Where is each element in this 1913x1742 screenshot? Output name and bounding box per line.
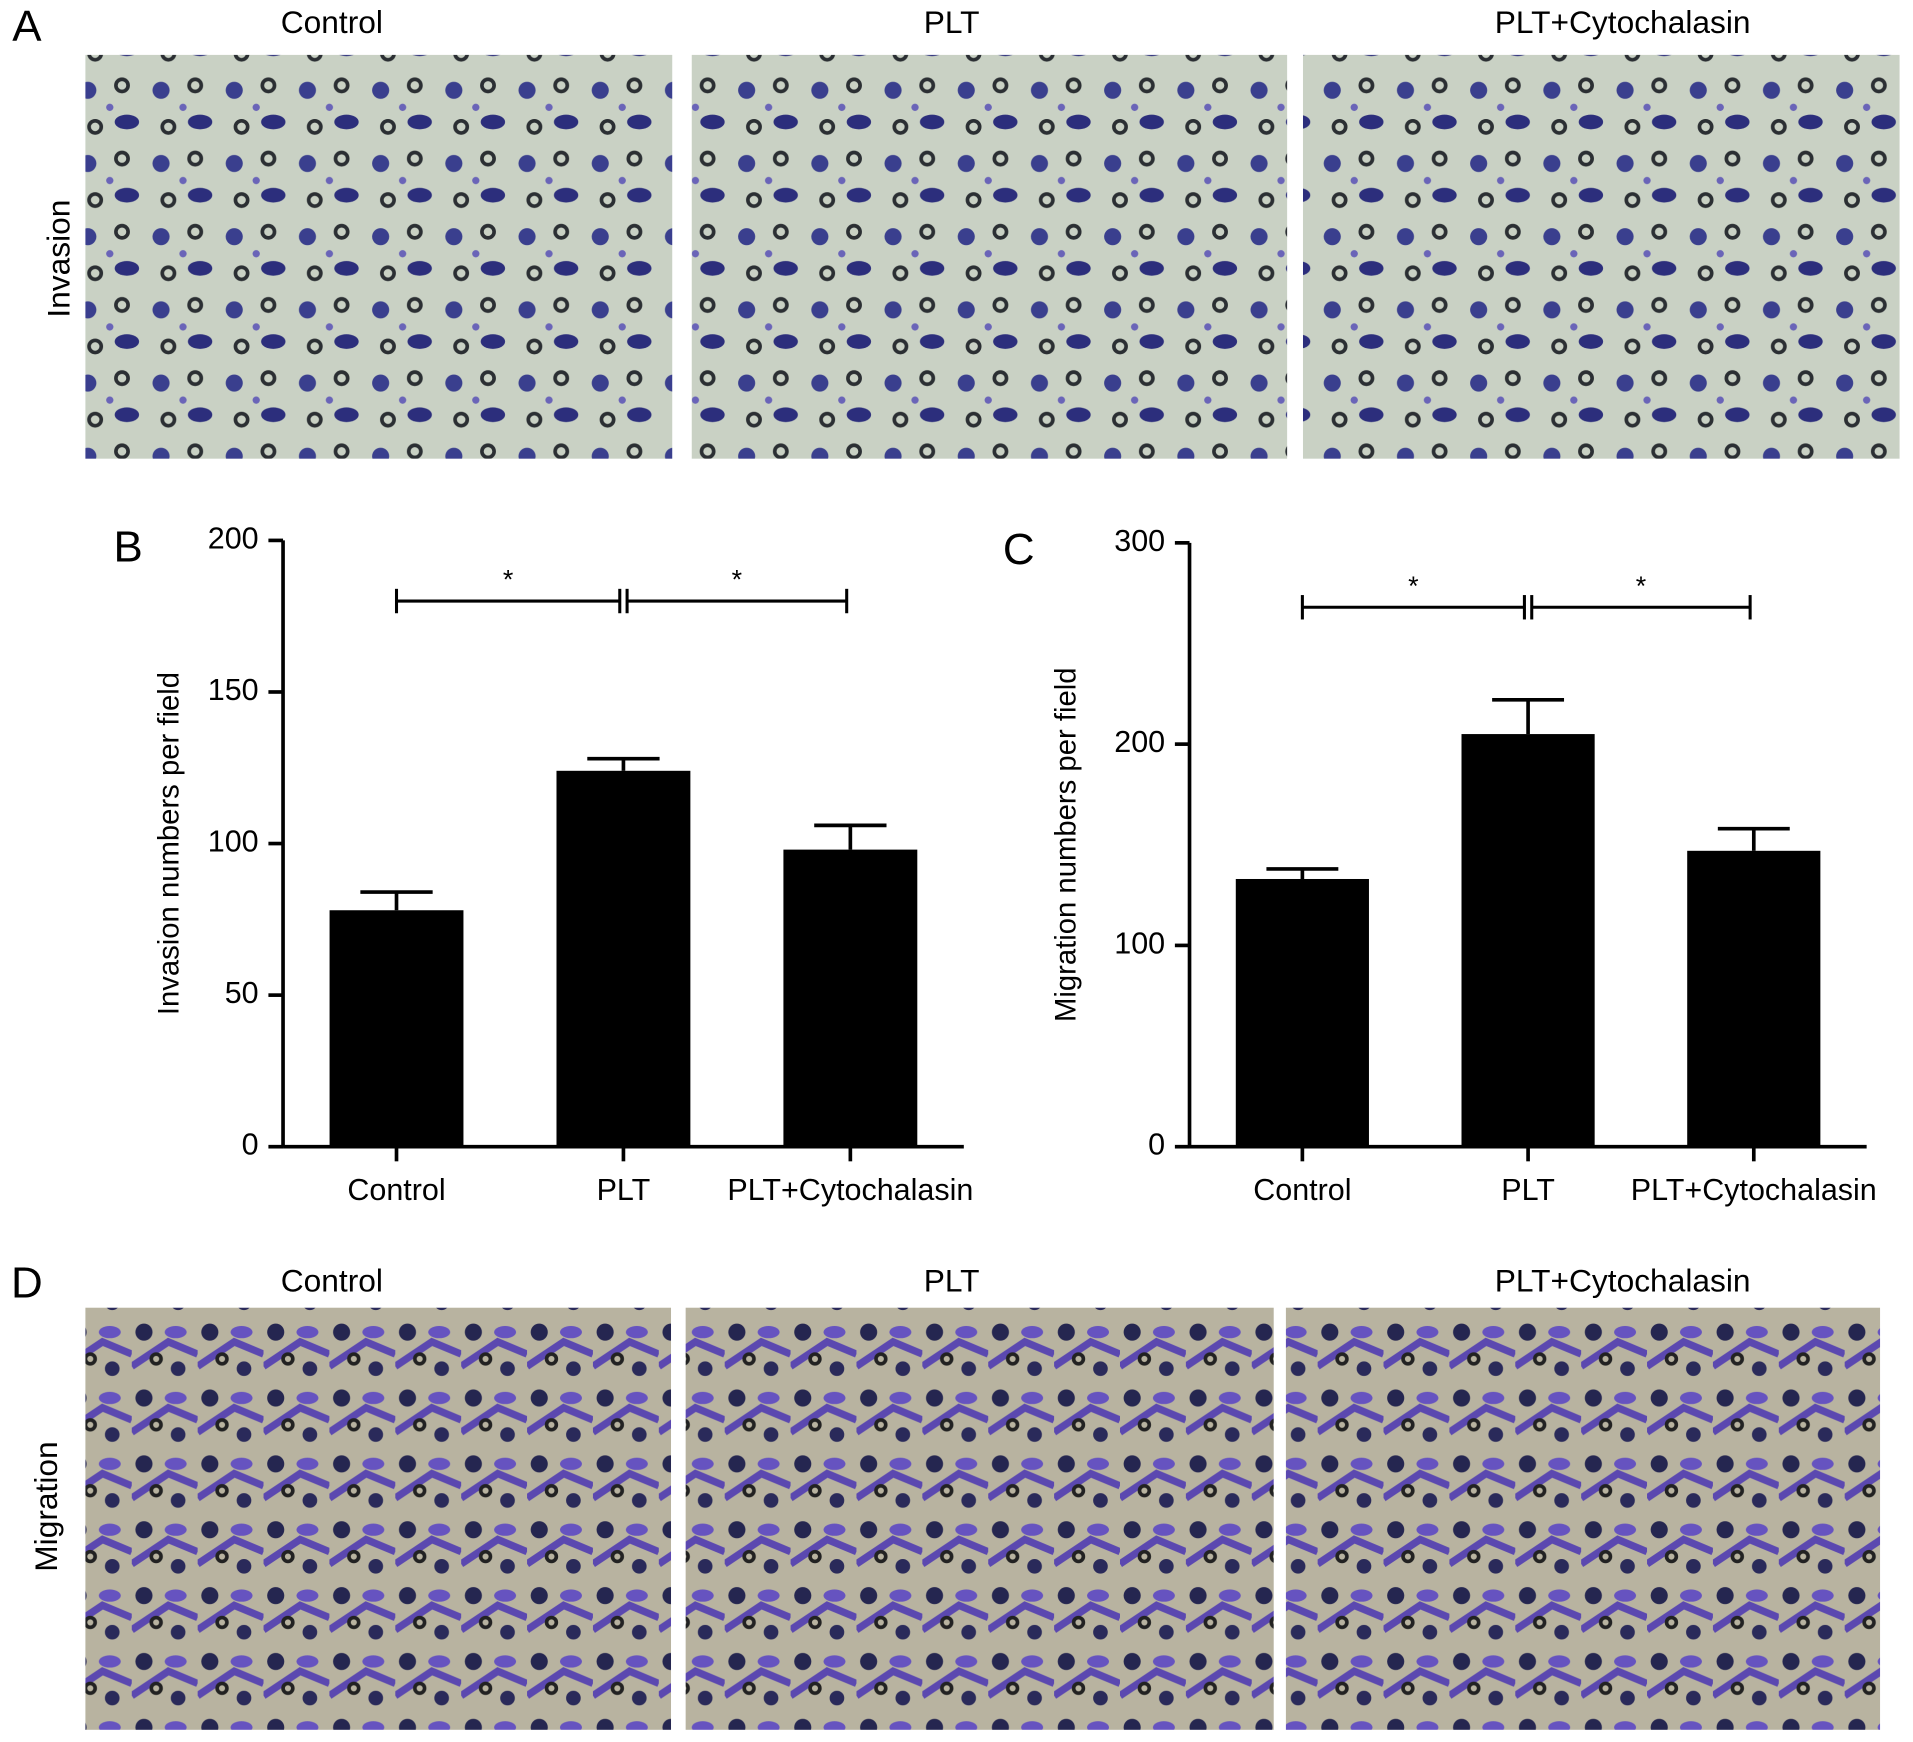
row-label: Migration [28,1441,64,1571]
y-tick-label: 50 [225,976,259,1010]
bar [1235,878,1369,1147]
x-tick-label: PLT+Cytochalasin [1631,1173,1877,1207]
y-tick-label: 200 [1114,725,1165,759]
x-tick-label: Control [347,1173,445,1207]
significance-label: * [503,565,514,595]
panel-label: D [11,1258,43,1307]
micrograph [85,1307,672,1730]
x-tick-label: PLT+Cytochalasin [727,1173,973,1207]
micrograph [1285,1307,1881,1730]
bar [1687,850,1821,1147]
image-title: PLT+Cytochalasin [1495,4,1751,40]
significance-label: * [732,565,743,595]
micrograph [85,54,673,459]
bar [556,770,691,1147]
bar [1461,734,1595,1147]
image-title: PLT+Cytochalasin [1495,1263,1751,1299]
significance-label: * [1636,571,1647,601]
bar [329,910,464,1147]
panel-label: B [113,523,142,572]
row-label: Invasion [40,200,76,318]
micrograph [1302,54,1900,459]
y-tick-label: 100 [208,825,259,859]
y-tick-label: 0 [242,1128,259,1162]
x-tick-label: PLT [1501,1173,1555,1207]
y-tick-label: 100 [1114,926,1165,960]
image-title: PLT [924,1263,980,1299]
image-title: Control [281,4,383,40]
significance-label: * [1408,571,1419,601]
y-tick-label: 300 [1114,524,1165,558]
micrograph [691,54,1288,459]
image-title: PLT [924,4,980,40]
micrographs [85,54,1900,1730]
y-axis-label: Invasion numbers per field [154,672,186,1015]
y-tick-label: 150 [208,673,259,707]
y-tick-label: 200 [208,521,259,555]
x-tick-label: Control [1253,1173,1351,1207]
panel-label: C [1003,525,1035,574]
micrograph [685,1307,1274,1730]
y-axis-label: Migration numbers per field [1050,667,1082,1022]
image-title: Control [281,1263,383,1299]
x-tick-label: PLT [597,1173,651,1207]
y-tick-label: 0 [1148,1128,1165,1162]
bar [783,849,918,1147]
panel-label: A [12,2,42,51]
